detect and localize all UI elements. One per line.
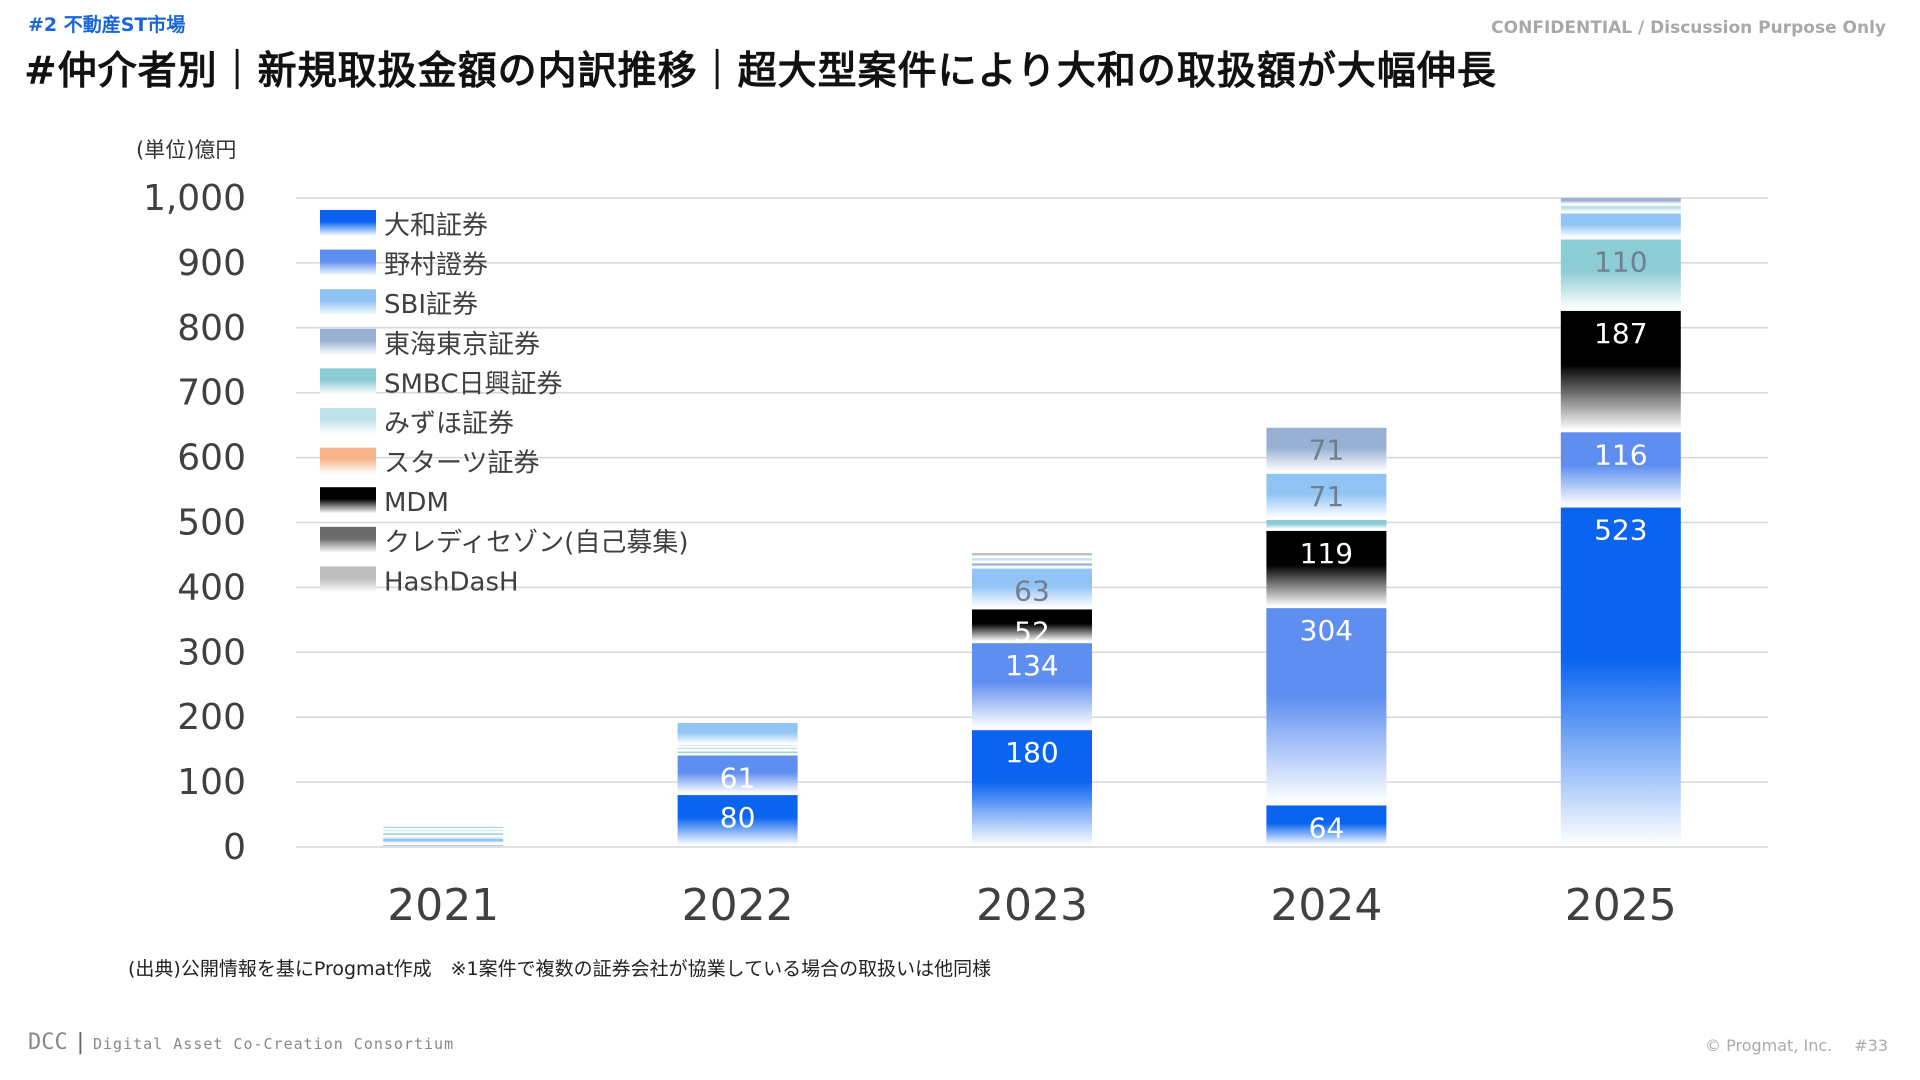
y-tick-label: 0 (223, 827, 246, 868)
bar-segment (677, 747, 798, 750)
bar-segment (972, 558, 1092, 562)
data-label: 63 (1014, 575, 1050, 608)
legend-swatch (320, 328, 376, 355)
data-label: 187 (1594, 317, 1647, 350)
legend-label: SBI証券 (384, 290, 478, 320)
x-tick-label: 2021 (387, 880, 499, 931)
data-label: 80 (720, 801, 756, 834)
data-label: 116 (1594, 438, 1647, 471)
legend-label: 大和証券 (384, 211, 488, 241)
bar-segment (677, 795, 798, 845)
bar-segment (972, 643, 1092, 729)
y-tick-label: 400 (177, 567, 246, 608)
logo-separator: | (73, 1030, 87, 1055)
y-tick-label: 600 (177, 438, 246, 479)
legend-swatch (320, 249, 376, 276)
bar-segment (972, 609, 1092, 642)
bar-segment (677, 745, 798, 747)
data-label: 134 (1005, 649, 1058, 682)
bar-segment (383, 845, 504, 846)
y-tick-label: 200 (177, 697, 246, 738)
copyright: © Progmat, Inc. (1705, 1036, 1833, 1055)
source-note: (出典)公開情報を基にProgmat作成 ※1案件で複数の証券会社が協業している… (128, 958, 992, 980)
legend-swatch (320, 210, 376, 236)
legend-label: SMBC日興証券 (384, 369, 562, 399)
data-label: 523 (1594, 514, 1647, 547)
bar-segment (677, 755, 798, 794)
data-label: 61 (720, 761, 756, 794)
data-label: 304 (1300, 614, 1353, 647)
bar-segment (972, 568, 1092, 608)
data-label: 119 (1300, 537, 1353, 570)
bar-segment (383, 826, 504, 829)
bar-segment (1266, 608, 1387, 804)
y-tick-label: 500 (177, 503, 246, 544)
data-label: 180 (1005, 736, 1058, 769)
x-tick-label: 2023 (976, 880, 1088, 931)
stacked-bar-chart: 0 100 200 300 400 500 600 700 800 900 1,000 2021 80 6… (143, 178, 1768, 931)
bar-segment (1560, 507, 1681, 845)
legend-swatch (320, 487, 376, 514)
legend-swatch (320, 526, 376, 553)
legend-swatch (320, 447, 376, 474)
legend-label: 野村證券 (384, 251, 488, 281)
confidential-label: CONFIDENTIAL / Discussion Purpose Only (1491, 18, 1886, 38)
x-tick-label: 2024 (1270, 880, 1382, 931)
bar-segment (1266, 519, 1387, 529)
data-label: 52 (1014, 615, 1050, 648)
y-tick-label: 900 (177, 243, 246, 284)
legend-label: クレディセゾン(自己募集) (384, 528, 688, 558)
data-label: 64 (1309, 811, 1345, 844)
bar-segment (1560, 213, 1681, 238)
bar-segment (1266, 473, 1387, 518)
bar-segment (972, 553, 1092, 557)
bar-segment (383, 830, 504, 832)
y-tick-label: 700 (177, 373, 246, 414)
dcc-logo-text: DCC (28, 1030, 68, 1055)
x-tick-label: 2022 (682, 880, 794, 931)
bar-segment (383, 837, 504, 838)
bar-segment (383, 833, 504, 836)
legend-label: 東海東京証券 (384, 330, 540, 360)
legend-label: HashDasH (384, 567, 519, 597)
bar-segment (1560, 432, 1681, 506)
legend-swatch (320, 368, 376, 395)
footer-right: © Progmat, Inc. #33 (1705, 1036, 1888, 1055)
bar-segment (383, 838, 504, 844)
footer-logo: DCC | Digital Asset Co-Creation Consortium (28, 1030, 454, 1055)
data-label: 110 (1594, 246, 1647, 279)
bar-segment (1266, 530, 1387, 607)
bar-segment (677, 751, 798, 754)
bar-segment (1266, 805, 1387, 845)
y-tick-label: 800 (177, 308, 246, 349)
data-label: 71 (1309, 434, 1345, 467)
bar-segment (1560, 198, 1681, 204)
unit-label: (単位)億円 (136, 138, 237, 162)
legend-label: MDM (384, 488, 449, 518)
legend-label: みずほ証券 (384, 409, 514, 439)
x-tick-label: 2025 (1565, 880, 1677, 931)
bar-segment (1560, 310, 1681, 431)
bar-segment (972, 563, 1092, 567)
bar-segment (1560, 205, 1681, 212)
y-tick-label: 300 (177, 632, 246, 673)
bar-segment (1266, 427, 1387, 472)
page-title: #仲介者別｜新規取扱金額の内訳推移｜超大型案件により大和の取扱額が大幅伸長 (24, 49, 1497, 94)
consortium-name: Digital Asset Co-Creation Consortium (93, 1035, 455, 1053)
bar-segment (972, 730, 1092, 845)
bar-segment (1560, 239, 1681, 309)
y-tick-label: 1,000 (143, 178, 246, 219)
y-tick-label: 100 (177, 762, 246, 803)
data-label: 71 (1309, 480, 1345, 513)
legend-swatch (320, 408, 376, 434)
legend-swatch (320, 566, 376, 593)
page-number: #33 (1854, 1036, 1888, 1055)
bar-segment (677, 723, 798, 744)
legend-swatch (320, 289, 376, 316)
section-tag: #2 不動産ST市場 (28, 14, 186, 36)
legend-label: スターツ証券 (384, 449, 539, 479)
